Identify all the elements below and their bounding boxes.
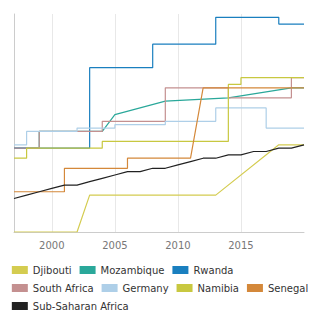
svg-text:Sub-Saharan Africa: Sub-Saharan Africa bbox=[33, 301, 129, 312]
svg-text:2010: 2010 bbox=[165, 240, 190, 251]
svg-text:Senegal: Senegal bbox=[268, 283, 308, 294]
svg-text:2015: 2015 bbox=[228, 240, 253, 251]
svg-text:Namibia: Namibia bbox=[198, 283, 239, 294]
svg-text:Rwanda: Rwanda bbox=[193, 265, 233, 276]
svg-text:Germany: Germany bbox=[123, 283, 169, 294]
svg-text:2005: 2005 bbox=[102, 240, 127, 251]
svg-text:Djibouti: Djibouti bbox=[33, 265, 72, 276]
svg-text:Mozambique: Mozambique bbox=[101, 265, 165, 276]
svg-text:South Africa: South Africa bbox=[33, 283, 94, 294]
svg-text:2000: 2000 bbox=[39, 240, 64, 251]
